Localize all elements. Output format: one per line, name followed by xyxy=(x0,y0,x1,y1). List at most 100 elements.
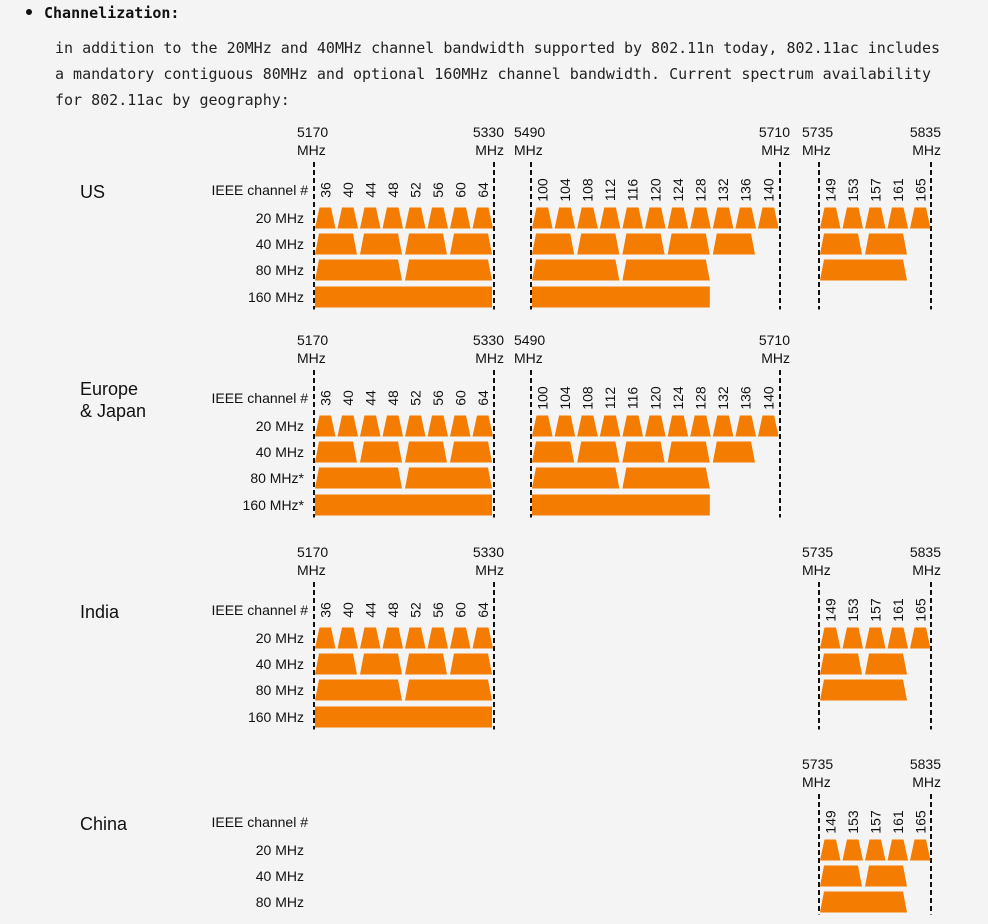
block-40mhz xyxy=(622,233,665,255)
channel-number: 140 xyxy=(760,178,776,202)
freq-unit-label: MHz xyxy=(297,562,326,578)
bandwidth-label: 160 MHz xyxy=(248,289,304,305)
block-20mhz xyxy=(554,415,576,437)
block-20mhz xyxy=(337,415,358,437)
bandwidth-label: 20 MHz xyxy=(256,842,304,858)
freq-end-label: 5710 xyxy=(759,124,790,140)
block-20mhz xyxy=(910,207,931,229)
channel-number: 165 xyxy=(912,598,928,622)
block-20mhz xyxy=(622,207,643,229)
block-20mhz xyxy=(577,207,598,229)
bandwidth-label: 160 MHz* xyxy=(243,497,305,513)
freq-start-label: 5735 xyxy=(802,756,833,772)
channel-number: 64 xyxy=(475,602,491,618)
block-80mhz xyxy=(622,259,710,281)
intro-paragraph: in addition to the 20MHz and 40MHz chann… xyxy=(55,35,970,113)
freq-unit-label: MHz xyxy=(514,350,543,366)
channel-number: 44 xyxy=(362,602,378,618)
block-160mhz xyxy=(532,494,710,516)
bandwidth-label: 20 MHz xyxy=(256,210,304,226)
block-40mhz xyxy=(405,653,447,675)
block-20mhz xyxy=(887,839,908,861)
block-20mhz xyxy=(667,415,689,437)
channel-row-label: IEEE channel # xyxy=(211,814,308,830)
block-80mhz xyxy=(532,259,620,281)
bandwidth-label: 40 MHz xyxy=(256,868,304,884)
block-20mhz xyxy=(405,415,426,437)
block-20mhz xyxy=(315,627,336,649)
bullet-icon xyxy=(26,9,32,15)
channel-number: 40 xyxy=(340,602,356,618)
block-20mhz xyxy=(712,415,734,437)
channel-row-label: IEEE channel # xyxy=(211,182,308,198)
channel-number: 100 xyxy=(534,386,550,410)
block-20mhz xyxy=(735,207,756,229)
block-40mhz xyxy=(712,233,755,255)
channel-number: 153 xyxy=(845,178,861,202)
section-heading: Channelization: xyxy=(26,4,179,22)
block-40mhz xyxy=(450,233,492,255)
freq-unit-label: MHz xyxy=(297,350,326,366)
channel-number: 100 xyxy=(534,178,550,202)
bandwidth-label: 40 MHz xyxy=(256,656,304,672)
channel-number: 56 xyxy=(430,390,446,406)
block-40mhz xyxy=(360,653,402,675)
freq-unit-label: MHz xyxy=(802,562,831,578)
channel-number: 64 xyxy=(475,390,491,406)
channel-number: 60 xyxy=(452,390,468,406)
block-20mhz xyxy=(690,207,711,229)
channel-number: 120 xyxy=(647,178,663,202)
block-40mhz xyxy=(667,233,710,255)
freq-start-label: 5490 xyxy=(514,124,545,140)
channel-number: 128 xyxy=(693,386,709,410)
block-20mhz xyxy=(622,415,643,437)
block-40mhz xyxy=(450,441,492,463)
block-40mhz xyxy=(450,653,492,675)
channel-number: 128 xyxy=(693,178,709,202)
block-40mhz xyxy=(622,441,665,463)
freq-end-label: 5330 xyxy=(473,124,504,140)
block-80mhz xyxy=(405,467,492,489)
channel-number: 44 xyxy=(362,390,378,406)
block-20mhz xyxy=(758,415,779,437)
region-name: India xyxy=(80,602,120,622)
block-20mhz xyxy=(645,207,666,229)
block-20mhz xyxy=(887,627,908,649)
channel-number: 44 xyxy=(362,182,378,198)
block-20mhz xyxy=(450,415,471,437)
block-20mhz xyxy=(735,415,756,437)
channel-number: 52 xyxy=(407,602,423,618)
block-20mhz xyxy=(532,415,553,437)
block-20mhz xyxy=(820,839,841,861)
block-20mhz xyxy=(645,415,666,437)
block-160mhz xyxy=(315,286,492,308)
block-80mhz xyxy=(315,679,402,701)
freq-start-label: 5490 xyxy=(514,332,545,348)
block-40mhz xyxy=(405,441,447,463)
freq-unit-label: MHz xyxy=(475,350,504,366)
freq-unit-label: MHz xyxy=(761,350,790,366)
channel-number: 165 xyxy=(912,810,928,834)
bandwidth-label: 80 MHz xyxy=(256,894,304,910)
block-40mhz xyxy=(532,233,575,255)
freq-end-label: 5835 xyxy=(910,756,941,772)
channel-row-label: IEEE channel # xyxy=(211,390,308,406)
block-40mhz xyxy=(532,441,575,463)
block-80mhz xyxy=(820,679,907,701)
channel-number: 112 xyxy=(602,179,618,202)
block-20mhz xyxy=(887,207,908,229)
freq-end-label: 5835 xyxy=(910,124,941,140)
paragraph-line: for 802.11ac by geography: xyxy=(55,91,290,109)
block-20mhz xyxy=(842,207,863,229)
block-20mhz xyxy=(427,627,448,649)
block-40mhz xyxy=(667,441,710,463)
block-20mhz xyxy=(360,415,381,437)
channel-number: 108 xyxy=(580,386,596,410)
region-name: Europe xyxy=(80,379,138,399)
block-20mhz xyxy=(405,207,426,229)
channel-number: 132 xyxy=(715,178,731,202)
channel-number: 64 xyxy=(475,182,491,198)
block-20mhz xyxy=(554,207,576,229)
block-20mhz xyxy=(599,415,621,437)
channel-number: 140 xyxy=(760,386,776,410)
